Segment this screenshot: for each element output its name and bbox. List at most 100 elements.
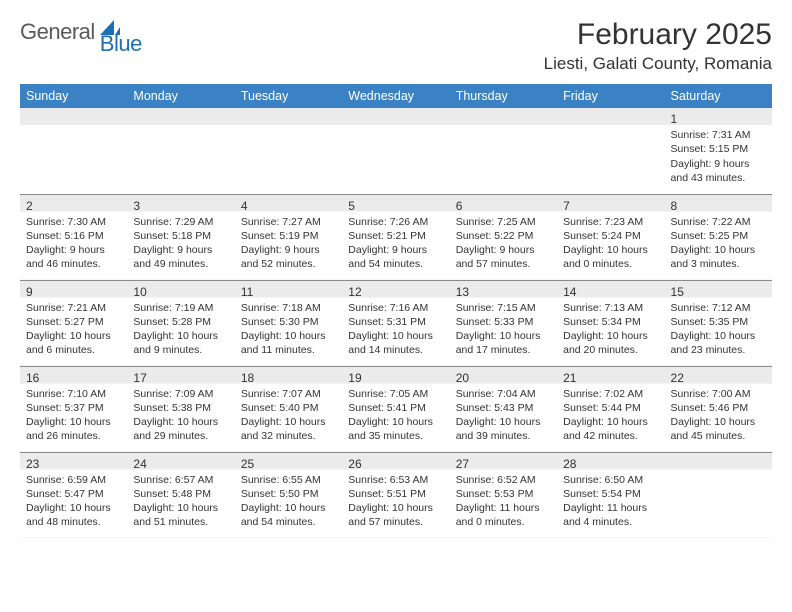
- daylight-line: Daylight: 10 hours: [133, 501, 228, 515]
- daylight-line: Daylight: 10 hours: [456, 329, 551, 343]
- sunset-line: Sunset: 5:22 PM: [456, 229, 551, 243]
- daylight-line: and 6 minutes.: [26, 343, 121, 357]
- sunset-line: Sunset: 5:19 PM: [241, 229, 336, 243]
- sunset-line: Sunset: 5:33 PM: [456, 315, 551, 329]
- dayhead-tuesday: Tuesday: [235, 84, 342, 108]
- sunrise-line: Sunrise: 7:05 AM: [348, 387, 443, 401]
- daylight-line: Daylight: 10 hours: [348, 501, 443, 515]
- month-title: February 2025: [544, 18, 772, 52]
- day-number: 26: [348, 456, 443, 472]
- day-number: 23: [26, 456, 121, 472]
- sunrise-line: Sunrise: 7:18 AM: [241, 301, 336, 315]
- daylight-line: Daylight: 10 hours: [563, 415, 658, 429]
- day-cell: 5Sunrise: 7:26 AMSunset: 5:21 PMDaylight…: [342, 194, 449, 280]
- day-cell: 12Sunrise: 7:16 AMSunset: 5:31 PMDayligh…: [342, 280, 449, 366]
- day-cell: [342, 108, 449, 194]
- daylight-line: and 29 minutes.: [133, 429, 228, 443]
- day-cell: 20Sunrise: 7:04 AMSunset: 5:43 PMDayligh…: [450, 366, 557, 452]
- daylight-line: and 11 minutes.: [241, 343, 336, 357]
- day-cell: [20, 108, 127, 194]
- sunrise-line: Sunrise: 7:21 AM: [26, 301, 121, 315]
- day-number: 20: [456, 370, 551, 386]
- day-cell: 3Sunrise: 7:29 AMSunset: 5:18 PMDaylight…: [127, 194, 234, 280]
- daylight-line: and 46 minutes.: [26, 257, 121, 271]
- day-number: 4: [241, 198, 336, 214]
- daylight-line: and 0 minutes.: [456, 515, 551, 529]
- daylight-line: and 32 minutes.: [241, 429, 336, 443]
- daylight-line: and 39 minutes.: [456, 429, 551, 443]
- sunset-line: Sunset: 5:48 PM: [133, 487, 228, 501]
- daylight-line: Daylight: 10 hours: [348, 415, 443, 429]
- day-number: 7: [563, 198, 658, 214]
- sunset-line: Sunset: 5:28 PM: [133, 315, 228, 329]
- sunrise-line: Sunrise: 6:59 AM: [26, 473, 121, 487]
- day-number: 10: [133, 284, 228, 300]
- sunset-line: Sunset: 5:40 PM: [241, 401, 336, 415]
- day-cell: 19Sunrise: 7:05 AMSunset: 5:41 PMDayligh…: [342, 366, 449, 452]
- day-number: 1: [671, 111, 766, 127]
- day-number: 3: [133, 198, 228, 214]
- dayhead-saturday: Saturday: [665, 84, 772, 108]
- week-row: 23Sunrise: 6:59 AMSunset: 5:47 PMDayligh…: [20, 452, 772, 538]
- day-cell: [557, 108, 664, 194]
- day-cell: 7Sunrise: 7:23 AMSunset: 5:24 PMDaylight…: [557, 194, 664, 280]
- sunrise-line: Sunrise: 7:26 AM: [348, 215, 443, 229]
- day-cell: 27Sunrise: 6:52 AMSunset: 5:53 PMDayligh…: [450, 452, 557, 538]
- sunset-line: Sunset: 5:38 PM: [133, 401, 228, 415]
- daylight-line: and 23 minutes.: [671, 343, 766, 357]
- daylight-line: and 14 minutes.: [348, 343, 443, 357]
- daylight-line: Daylight: 10 hours: [671, 329, 766, 343]
- sunset-line: Sunset: 5:53 PM: [456, 487, 551, 501]
- day-number: 12: [348, 284, 443, 300]
- sunset-line: Sunset: 5:15 PM: [671, 142, 766, 156]
- sunset-line: Sunset: 5:37 PM: [26, 401, 121, 415]
- sunset-line: Sunset: 5:54 PM: [563, 487, 658, 501]
- daylight-line: Daylight: 11 hours: [456, 501, 551, 515]
- day-cell: 2Sunrise: 7:30 AMSunset: 5:16 PMDaylight…: [20, 194, 127, 280]
- daylight-line: and 4 minutes.: [563, 515, 658, 529]
- daylight-line: Daylight: 10 hours: [26, 415, 121, 429]
- daylight-line: and 43 minutes.: [671, 171, 766, 185]
- day-cell: [235, 108, 342, 194]
- daylight-line: Daylight: 10 hours: [26, 501, 121, 515]
- sunrise-line: Sunrise: 7:22 AM: [671, 215, 766, 229]
- day-number: 22: [671, 370, 766, 386]
- day-number: 11: [241, 284, 336, 300]
- week-row: 1Sunrise: 7:31 AMSunset: 5:15 PMDaylight…: [20, 108, 772, 194]
- day-cell: 8Sunrise: 7:22 AMSunset: 5:25 PMDaylight…: [665, 194, 772, 280]
- daylight-line: Daylight: 9 hours: [26, 243, 121, 257]
- brand-logo: General Blue: [20, 18, 162, 45]
- sunrise-line: Sunrise: 7:07 AM: [241, 387, 336, 401]
- day-cell: 23Sunrise: 6:59 AMSunset: 5:47 PMDayligh…: [20, 452, 127, 538]
- day-cell: 16Sunrise: 7:10 AMSunset: 5:37 PMDayligh…: [20, 366, 127, 452]
- day-cell: [450, 108, 557, 194]
- sunrise-line: Sunrise: 7:19 AM: [133, 301, 228, 315]
- day-cell: 28Sunrise: 6:50 AMSunset: 5:54 PMDayligh…: [557, 452, 664, 538]
- sunset-line: Sunset: 5:47 PM: [26, 487, 121, 501]
- daylight-line: Daylight: 9 hours: [456, 243, 551, 257]
- calendar-page: General Blue February 2025 Liesti, Galat…: [0, 0, 792, 556]
- sunrise-line: Sunrise: 7:31 AM: [671, 128, 766, 142]
- day-number: 5: [348, 198, 443, 214]
- week-row: 16Sunrise: 7:10 AMSunset: 5:37 PMDayligh…: [20, 366, 772, 452]
- sunset-line: Sunset: 5:50 PM: [241, 487, 336, 501]
- daylight-line: and 45 minutes.: [671, 429, 766, 443]
- daylight-line: Daylight: 9 hours: [671, 157, 766, 171]
- sunset-line: Sunset: 5:44 PM: [563, 401, 658, 415]
- day-header-row: Sunday Monday Tuesday Wednesday Thursday…: [20, 84, 772, 108]
- day-cell: 18Sunrise: 7:07 AMSunset: 5:40 PMDayligh…: [235, 366, 342, 452]
- daylight-line: and 35 minutes.: [348, 429, 443, 443]
- day-number: 9: [26, 284, 121, 300]
- sunrise-line: Sunrise: 7:27 AM: [241, 215, 336, 229]
- day-number: 19: [348, 370, 443, 386]
- week-row: 2Sunrise: 7:30 AMSunset: 5:16 PMDaylight…: [20, 194, 772, 280]
- sunrise-line: Sunrise: 7:04 AM: [456, 387, 551, 401]
- daylight-line: and 20 minutes.: [563, 343, 658, 357]
- sunrise-line: Sunrise: 7:25 AM: [456, 215, 551, 229]
- daylight-line: and 51 minutes.: [133, 515, 228, 529]
- day-cell: 14Sunrise: 7:13 AMSunset: 5:34 PMDayligh…: [557, 280, 664, 366]
- daylight-line: and 0 minutes.: [563, 257, 658, 271]
- dayhead-wednesday: Wednesday: [342, 84, 449, 108]
- day-cell: 1Sunrise: 7:31 AMSunset: 5:15 PMDaylight…: [665, 108, 772, 194]
- daylight-line: and 57 minutes.: [348, 515, 443, 529]
